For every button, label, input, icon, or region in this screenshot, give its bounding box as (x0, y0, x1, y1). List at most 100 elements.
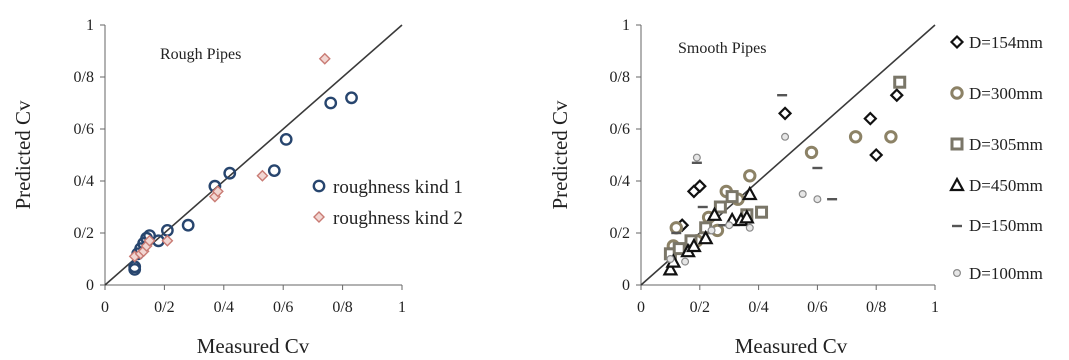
legend-item-d100: D=100mm (952, 264, 1043, 283)
data-point (181, 218, 195, 232)
legend-label: D=154mm (969, 33, 1043, 52)
legend-label: D=300mm (969, 84, 1043, 103)
x-tick-label: 0/8 (332, 299, 352, 316)
data-point (692, 153, 701, 162)
data-point (681, 257, 690, 266)
x-tick-label: 0/2 (690, 299, 710, 316)
rough-pipes-chart: 0 0/2 0/4 0/6 0/8 1 0 0/2 0/4 0/6 0/8 1 Measured Cv… (11, 17, 406, 358)
legend-label: D=305mm (969, 135, 1043, 154)
data-point (318, 52, 331, 65)
legend-symbol (950, 86, 964, 100)
data-point (691, 161, 702, 164)
y-tick-label: 0/2 (74, 225, 94, 242)
legend-item-roughness-kind-2: roughness kind 2 (313, 208, 463, 229)
x-tick-label: 1 (398, 299, 406, 316)
legend-item-d300: D=300mm (950, 84, 1043, 103)
y-tick-label: 0 (86, 277, 94, 294)
y-tick-label: 1 (86, 17, 94, 34)
y-tick-label: 0/4 (74, 173, 94, 190)
data-point (781, 132, 790, 141)
rough-x-axis-title: Measured Cv (197, 334, 310, 358)
legend-symbol (952, 269, 961, 278)
data-point (706, 206, 723, 221)
data-point (256, 169, 269, 182)
legend-item-roughness-kind-1: roughness kind 1 (312, 177, 463, 198)
smooth-x-axis-title: Measured Cv (735, 334, 848, 358)
data-point (827, 198, 838, 201)
data-point (813, 195, 822, 204)
data-point (869, 147, 884, 163)
data-point (738, 209, 755, 224)
series-d-154mm (675, 88, 904, 233)
rough-legend: roughness kind 1 roughness kind 2 (312, 177, 463, 229)
rough-y-axis-title: Predicted Cv (11, 100, 35, 210)
data-point (223, 166, 237, 180)
data-point (211, 185, 224, 198)
data-point (713, 200, 727, 214)
y-tick-label: 0/8 (610, 69, 630, 86)
data-point (718, 224, 729, 227)
series-d-150mm (671, 94, 838, 235)
data-point (345, 91, 358, 105)
legend-symbol (313, 211, 325, 223)
data-point (161, 234, 174, 247)
data-point (745, 223, 754, 232)
data-point (884, 130, 898, 144)
y-tick-label: 0/8 (74, 69, 94, 86)
smooth-chart-title: Smooth Pipes (678, 40, 766, 57)
data-point (697, 229, 714, 245)
data-point (324, 96, 338, 110)
legend-symbol (950, 137, 964, 151)
legend-symbol (949, 176, 965, 192)
data-point (128, 262, 142, 276)
data-point (725, 190, 739, 204)
legend-label: roughness kind 1 (333, 177, 463, 198)
y-tick-label: 0/4 (610, 173, 630, 190)
data-point (889, 88, 904, 103)
legend-symbol (952, 224, 962, 228)
data-point (743, 169, 757, 183)
legend-label: D=150mm (969, 216, 1043, 235)
legend-item-d150: D=150mm (952, 216, 1043, 235)
data-point (863, 111, 878, 126)
data-point (777, 94, 788, 97)
data-point (697, 205, 708, 209)
data-point (143, 234, 156, 247)
smooth-pipes-chart: 0 0/2 0/4 0/6 0/8 1 0 0/2 0/4 0/6 0/8 1 Measured Cv… (548, 17, 939, 358)
y-tick-label: 1 (622, 17, 630, 34)
x-tick-label: 0/4 (214, 299, 234, 316)
data-point (755, 205, 769, 219)
y-tick-label: 0/6 (74, 121, 94, 138)
x-tick-label: 0 (101, 299, 109, 316)
data-point (707, 226, 716, 235)
data-point (893, 75, 907, 89)
data-point (671, 231, 682, 235)
data-point (848, 130, 863, 144)
legend-symbol (949, 34, 965, 50)
legend-symbol (312, 179, 326, 193)
data-point (778, 106, 793, 121)
y-tick-label: 0/6 (610, 121, 630, 138)
smooth-y-axis-title: Predicted Cv (548, 100, 572, 210)
data-point (741, 185, 758, 201)
data-point (812, 166, 823, 170)
data-point (267, 164, 281, 178)
data-point (666, 255, 675, 264)
legend-item-d305: D=305mm (950, 135, 1043, 154)
data-point (672, 242, 686, 256)
legend-label: D=450mm (969, 176, 1043, 195)
x-tick-label: 0/2 (154, 299, 174, 316)
x-tick-label: 0/8 (866, 299, 886, 316)
data-point (279, 132, 293, 146)
data-point (686, 237, 702, 253)
legend-label: roughness kind 2 (333, 208, 463, 229)
series-d-305mm (663, 75, 907, 261)
x-tick-label: 1 (931, 299, 939, 316)
legend-label: D=100mm (969, 264, 1043, 283)
series-roughness-kind-2 (128, 52, 331, 263)
data-point (804, 145, 819, 160)
data-point (669, 221, 683, 235)
data-point (725, 221, 734, 230)
data-point (798, 190, 807, 199)
